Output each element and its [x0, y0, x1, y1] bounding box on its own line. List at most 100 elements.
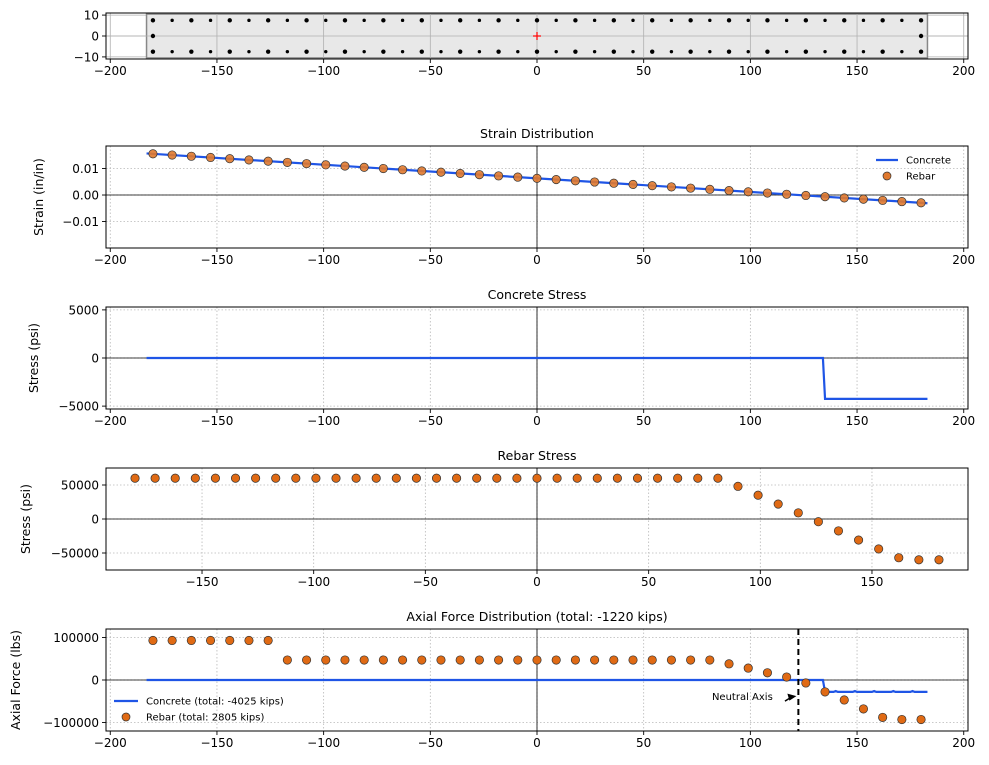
panel-concrete_stress	[102, 306, 969, 413]
rebar-stress-point	[693, 473, 703, 483]
rebar-force-point	[897, 714, 907, 725]
rebar-top	[457, 18, 463, 23]
rebar-strain-point	[186, 151, 196, 161]
rebar-stress-point	[813, 517, 823, 527]
rebar-strain-point	[551, 174, 561, 185]
rebar-force-point	[148, 635, 158, 646]
rebar-strain-point	[455, 168, 465, 178]
rebar-bottom	[900, 49, 904, 54]
rebar-strain-point	[532, 173, 542, 183]
rebar-bottom	[457, 49, 463, 54]
rebar-stress-point	[411, 473, 421, 483]
x-tick-label: 150	[846, 64, 869, 78]
rebar-force-point	[474, 655, 484, 665]
rebar-strain-point	[743, 187, 753, 197]
x-tick-label: 150	[846, 253, 869, 267]
rebar-bottom	[477, 49, 482, 54]
x-tick-label: −50	[413, 575, 438, 589]
rebar-top	[726, 18, 732, 23]
rebar-bottom	[765, 49, 770, 54]
y-tick-label: −0.01	[62, 215, 99, 229]
rebar-force-point	[628, 655, 638, 665]
legend-concrete-label: Concrete (total: -4025 kips)	[146, 697, 284, 708]
rebar-force-point	[513, 655, 523, 665]
panel-title: Strain Distribution	[480, 126, 594, 141]
y-axis-label: Stress (psi)	[26, 323, 41, 393]
rebar-force-point	[359, 655, 369, 665]
rebar-top	[592, 18, 597, 23]
y-axis-label: Axial Force (lbs)	[8, 630, 23, 730]
rebar-strain-point	[839, 193, 849, 203]
x-tick-label: −50	[418, 414, 443, 428]
y-axis-label: Strain (in/in)	[31, 158, 46, 236]
rebar-force-point	[647, 655, 657, 665]
rebar-strain-point	[590, 177, 600, 187]
neutral-axis-arrowhead	[787, 693, 797, 701]
rebar-stress-point	[271, 473, 281, 483]
x-tick-label: 200	[952, 736, 975, 750]
rebar-bottom	[611, 49, 617, 54]
x-tick-label: −200	[94, 64, 127, 78]
x-tick-label: −100	[297, 575, 330, 589]
rebar-top	[496, 18, 501, 23]
x-tick-label: 100	[739, 736, 762, 750]
panel-strain	[102, 145, 969, 252]
rebar-stress-point	[532, 473, 542, 483]
rebar-top	[150, 18, 156, 23]
rebar-top	[900, 18, 904, 23]
x-tick-label: 50	[636, 414, 651, 428]
rebar-force-point	[225, 635, 235, 646]
rebar-force-point	[839, 695, 849, 705]
rebar-strain-point	[666, 182, 676, 192]
rebar-force-point	[244, 635, 254, 646]
rebar-bottom	[516, 49, 520, 54]
rebar-bottom	[784, 49, 789, 54]
rebar-stress-point	[552, 473, 562, 483]
x-tick-label: 200	[952, 253, 975, 267]
rebar-force-point	[378, 655, 388, 665]
rebar-stress-point	[934, 555, 944, 565]
rebar-strain-point	[801, 190, 811, 201]
panel-title: Rebar Stress	[498, 448, 577, 463]
rebar-top	[880, 18, 885, 23]
x-tick-label: −150	[186, 575, 219, 589]
rebar-bottom	[247, 49, 251, 54]
rebar-stress-point	[833, 526, 844, 536]
rebar-top	[784, 18, 789, 23]
concrete-stress-line	[146, 356, 928, 400]
rebar-bottom	[342, 49, 348, 54]
rebar-top	[708, 18, 712, 23]
rebar-force-point	[666, 655, 676, 665]
rebar-strain-point	[148, 149, 158, 159]
neutral-axis-label: Neutral Axis	[712, 692, 773, 703]
rebar-bottom	[265, 49, 271, 54]
rebar-bottom	[439, 49, 443, 54]
rebar-top	[746, 18, 750, 23]
rebar-stress-point	[653, 473, 663, 483]
x-tick-label: −150	[200, 736, 233, 750]
rebar-bottom	[669, 49, 674, 54]
rebar-bottom	[304, 49, 309, 54]
legend-rebar-marker	[121, 712, 131, 722]
rebar-bottom	[880, 49, 885, 54]
rebar-force-point	[724, 659, 734, 669]
x-tick-label: 200	[952, 414, 975, 428]
rebar-bottom	[803, 49, 809, 54]
rebar-bottom	[746, 49, 750, 54]
x-tick-label: −50	[418, 64, 443, 78]
rebar-stress-point	[492, 473, 502, 483]
rebar-bottom	[362, 49, 366, 54]
rebar-bottom	[534, 49, 540, 54]
concrete-force-line	[146, 678, 928, 694]
rebar-bottom	[150, 49, 156, 54]
rebar-top	[342, 18, 348, 23]
rebar-top	[803, 18, 809, 23]
rebar-stress-point	[673, 473, 683, 483]
rebar-stress-point	[793, 508, 803, 518]
rebar-force-point	[167, 635, 177, 646]
rebar-top	[765, 18, 770, 23]
rebar-top	[611, 18, 617, 23]
rebar-top	[669, 18, 674, 23]
rebar-top	[400, 18, 405, 23]
rebar-strain-point	[878, 195, 888, 205]
